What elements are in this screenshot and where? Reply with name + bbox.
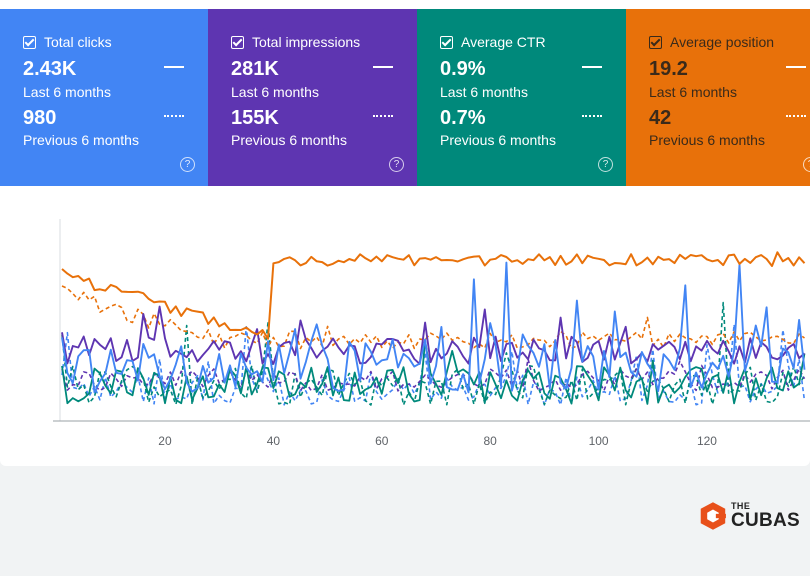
series-line-position-previous bbox=[61, 285, 805, 350]
metric-current-value: 19.2 bbox=[649, 58, 688, 80]
metric-card-position[interactable]: Average position 19.2 Last 6 months 42 P… bbox=[626, 9, 810, 186]
metric-label: Average CTR bbox=[461, 34, 546, 50]
brand-big-text: CUBAS bbox=[730, 510, 800, 531]
solid-line-legend-icon bbox=[373, 66, 393, 68]
metric-label: Average position bbox=[670, 34, 775, 50]
x-tick-label: 60 bbox=[375, 434, 389, 448]
performance-card: Total clicks 2.43K Last 6 months 980 Pre… bbox=[0, 0, 810, 466]
dotted-line-legend-icon bbox=[786, 115, 806, 117]
metric-current-period: Last 6 months bbox=[23, 84, 111, 100]
x-tick-label: 20 bbox=[158, 434, 172, 448]
cube-logo-icon bbox=[700, 502, 726, 530]
series-lines bbox=[61, 251, 806, 406]
x-axis-ticks: 20 40 60 80 100 120 bbox=[158, 434, 717, 448]
metric-previous-period: Previous 6 months bbox=[231, 132, 347, 148]
metric-previous-value: 980 bbox=[23, 107, 57, 129]
help-icon[interactable]: ? bbox=[389, 157, 404, 172]
metric-current-period: Last 6 months bbox=[440, 84, 528, 100]
help-icon[interactable]: ? bbox=[598, 157, 613, 172]
metric-card-clicks[interactable]: Total clicks 2.43K Last 6 months 980 Pre… bbox=[0, 9, 208, 186]
solid-line-legend-icon bbox=[164, 66, 184, 68]
metric-card-impressions[interactable]: Total impressions 281K Last 6 months 155… bbox=[208, 9, 417, 186]
dotted-line-legend-icon bbox=[164, 115, 184, 117]
performance-chart: 20 40 60 80 100 120 bbox=[0, 205, 810, 465]
metric-previous-value: 155K bbox=[231, 107, 279, 129]
series-line-clicks-current bbox=[61, 261, 806, 394]
metric-current-value: 2.43K bbox=[23, 58, 77, 80]
checkbox-icon[interactable] bbox=[231, 35, 244, 49]
metric-previous-period: Previous 6 months bbox=[649, 132, 765, 148]
line-chart-svg: 20 40 60 80 100 120 bbox=[53, 219, 810, 448]
metric-current-value: 281K bbox=[231, 58, 279, 80]
dotted-line-legend-icon bbox=[373, 115, 393, 117]
series-line-position-current bbox=[61, 251, 806, 340]
series-line-impressions-current bbox=[61, 305, 806, 365]
brand-logo: THE CUBAS bbox=[700, 494, 800, 538]
metric-current-value: 0.9% bbox=[440, 58, 486, 80]
brand-small-text: THE bbox=[730, 501, 751, 511]
metric-previous-period: Previous 6 months bbox=[23, 132, 139, 148]
x-tick-label: 40 bbox=[267, 434, 281, 448]
checkbox-icon[interactable] bbox=[23, 35, 36, 49]
checkbox-icon[interactable] bbox=[440, 35, 453, 49]
metric-label: Total impressions bbox=[252, 34, 361, 50]
help-icon[interactable]: ? bbox=[803, 157, 810, 172]
checkbox-icon[interactable] bbox=[649, 35, 662, 49]
metric-card-ctr[interactable]: Average CTR 0.9% Last 6 months 0.7% Prev… bbox=[417, 9, 626, 186]
x-tick-label: 100 bbox=[589, 434, 609, 448]
x-tick-label: 120 bbox=[697, 434, 717, 448]
metric-label: Total clicks bbox=[44, 34, 112, 50]
metric-current-period: Last 6 months bbox=[231, 84, 319, 100]
help-icon[interactable]: ? bbox=[180, 157, 195, 172]
metric-previous-value: 42 bbox=[649, 107, 672, 129]
dotted-line-legend-icon bbox=[582, 115, 602, 117]
metric-previous-period: Previous 6 months bbox=[440, 132, 556, 148]
solid-line-legend-icon bbox=[786, 66, 806, 68]
x-tick-label: 80 bbox=[484, 434, 498, 448]
solid-line-legend-icon bbox=[582, 66, 602, 68]
metric-previous-value: 0.7% bbox=[440, 107, 486, 129]
series-line-ctr-previous bbox=[61, 301, 806, 406]
series-line-clicks-previous bbox=[61, 323, 806, 406]
metric-cards: Total clicks 2.43K Last 6 months 980 Pre… bbox=[0, 9, 810, 186]
metric-current-period: Last 6 months bbox=[649, 84, 737, 100]
